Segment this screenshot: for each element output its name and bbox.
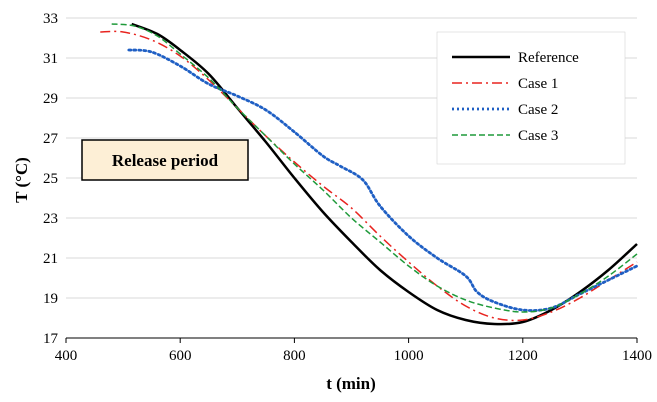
y-tick-label: 17 [43, 331, 59, 347]
y-tick-label: 27 [43, 131, 59, 147]
legend: Reference Case 1 Case 2 Case 3 [436, 31, 626, 165]
y-tick-label: 21 [43, 251, 58, 267]
x-axis-title: t (min) [326, 374, 376, 393]
legend-label-case-1: Case 1 [518, 76, 558, 92]
y-tick-label: 33 [43, 11, 58, 27]
series-lines [100, 22, 639, 326]
y-tick-label: 31 [43, 51, 58, 67]
y-tick-label: 19 [43, 291, 58, 307]
y-axis-title: T (°C) [12, 157, 31, 203]
y-tick-label: 25 [43, 171, 58, 187]
series-line-reference [131, 22, 638, 326]
x-tick-label: 1000 [394, 348, 424, 364]
axes: 17 19 21 23 25 27 29 31 33 400 600 800 1000 1200 1400 [43, 11, 652, 364]
y-tick-label: 23 [43, 211, 58, 227]
x-tick-label: 1200 [508, 348, 538, 364]
legend-label-case-2: Case 2 [518, 102, 558, 118]
x-tick-label: 800 [283, 348, 306, 364]
x-tick-label: 400 [55, 348, 78, 364]
series-line-case-3 [111, 23, 638, 313]
y-tick-label: 29 [43, 91, 58, 107]
legend-label-case-3: Case 3 [518, 128, 558, 144]
legend-label-reference: Reference [518, 50, 579, 66]
series-line-case-1 [100, 30, 638, 322]
x-tick-label: 1400 [622, 348, 652, 364]
annotation-text: Release period [112, 151, 219, 170]
annotation-box [81, 139, 249, 181]
annotation: Release period [81, 139, 249, 181]
legend-box [436, 31, 626, 165]
x-tick-label: 600 [169, 348, 192, 364]
